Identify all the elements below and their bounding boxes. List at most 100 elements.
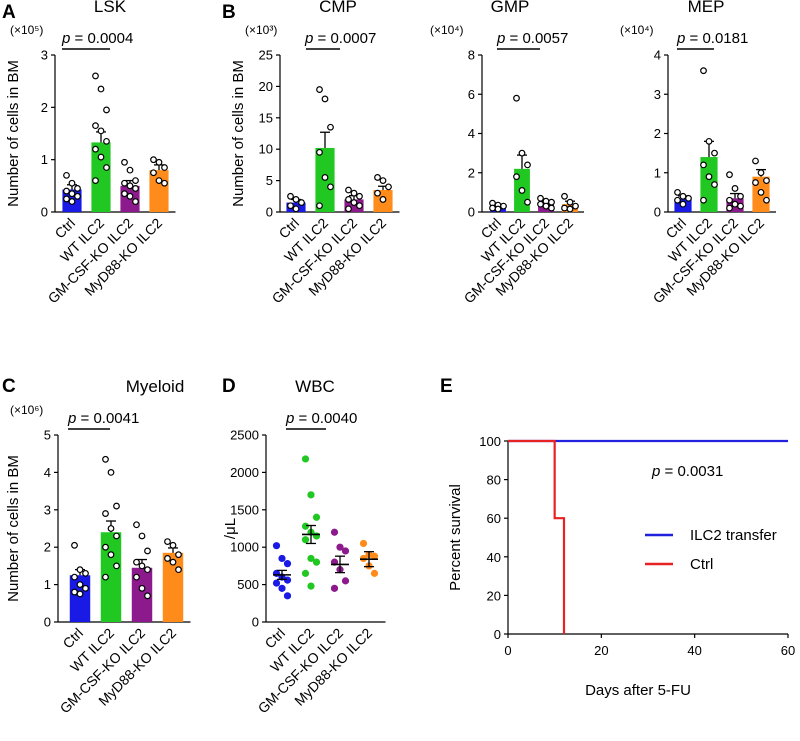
myeloid-point-3 <box>169 541 177 549</box>
myeloid-p-value: p = 0.0041 <box>67 410 139 427</box>
panel-letter-a: A <box>2 2 16 23</box>
cmp-p-value: p = 0.0007 <box>304 30 376 47</box>
lsk-ytick-label: 0 <box>41 205 48 220</box>
lsk-point-2 <box>132 177 139 185</box>
myeloid-point-0 <box>71 573 78 581</box>
mep-point-1 <box>711 181 718 188</box>
lsk-point-0 <box>63 195 70 203</box>
cmp-point-2 <box>350 189 358 197</box>
gmp-point-3 <box>561 204 568 212</box>
wbc-ytick-label: 0 <box>252 615 259 630</box>
gmp-point-1 <box>513 173 520 181</box>
wbc-point-0 <box>283 592 292 600</box>
gmp-point-2 <box>542 202 550 210</box>
mep-point-0 <box>674 196 681 204</box>
mep-p-value-symbol: p <box>676 30 685 47</box>
wbc-point-1 <box>312 513 321 521</box>
myeloid-point-0 <box>82 584 89 592</box>
cmp-point-0 <box>287 202 294 210</box>
mep-point-3 <box>752 179 759 186</box>
mep-point-0 <box>685 194 692 202</box>
gmp-point-1 <box>518 149 526 157</box>
mep-point-2 <box>726 204 733 212</box>
wbc-p-value-symbol: p <box>285 410 294 427</box>
myeloid-point-0 <box>76 581 84 588</box>
myeloid-point-2 <box>144 566 151 574</box>
wbc-point-0 <box>278 584 286 592</box>
lsk-point-1 <box>92 177 99 185</box>
lsk-ytick-label: 1 <box>41 152 48 167</box>
cmp-point-3 <box>374 189 381 197</box>
wbc-point-0 <box>283 576 292 584</box>
cmp-point-1 <box>327 123 334 131</box>
lsk-point-2 <box>126 166 134 174</box>
gmp-p-value-symbol: p <box>496 30 505 47</box>
gmp-point-1 <box>524 198 531 206</box>
cmp-ylabel: Number of cells in BM <box>230 60 247 207</box>
mep-point-1 <box>700 196 707 204</box>
survival-xlabel: Days after 5-FU <box>585 682 691 699</box>
lsk-point-2 <box>121 179 128 187</box>
mep-point-0 <box>674 188 681 196</box>
wbc-point-1 <box>301 455 310 463</box>
lsk-point-1 <box>92 72 99 80</box>
myeloid-ylabel: Number of cells in BM <box>5 455 22 602</box>
lsk-point-3 <box>155 177 163 185</box>
mep-point-3 <box>752 157 759 165</box>
cmp-point-3 <box>385 183 392 191</box>
lsk-point-0 <box>68 190 76 198</box>
gmp-point-0 <box>500 202 507 210</box>
wbc-point-3 <box>370 552 379 560</box>
cmp-point-0 <box>292 205 300 213</box>
wbc-ytick-label: 1500 <box>230 502 259 517</box>
survival-ytick-label: 0 <box>494 627 501 642</box>
gmp-ytick-label: 2 <box>468 165 475 180</box>
wbc-point-1 <box>312 532 321 540</box>
panel-letter-e: E <box>440 376 453 397</box>
wbc-point-1 <box>301 569 310 577</box>
survival-ytick-label: 80 <box>487 473 501 488</box>
mep-multiplier: (×10⁴) <box>620 23 654 37</box>
gmp-point-2 <box>537 200 544 208</box>
wbc-title: WBC <box>295 377 335 396</box>
cmp-ytick-label: 25 <box>259 48 273 63</box>
myeloid-point-2 <box>138 532 146 540</box>
chart-cmp: CMP (×10³) p = 0.0007 0 5 10 15 20 25 Number of c… <box>230 0 400 306</box>
lsk-point-1 <box>97 85 105 93</box>
wbc-point-1 <box>301 522 310 530</box>
myeloid-ytick-label: 1 <box>44 577 51 592</box>
lsk-ytick-label: 2 <box>41 100 48 115</box>
chart-survival: 0 20 40 60 80 100 0 20 40 60 Percent survival Days … <box>447 434 795 699</box>
mep-point-3 <box>757 169 765 177</box>
wbc-point-1 <box>307 491 315 499</box>
gmp-ytick-label: 6 <box>468 87 475 102</box>
gmp-point-2 <box>548 204 555 212</box>
mep-title: MEP <box>688 0 725 16</box>
cmp-point-2 <box>345 196 352 203</box>
myeloid-point-1 <box>102 543 109 551</box>
myeloid-ytick-label: 4 <box>44 465 51 480</box>
myeloid-point-3 <box>164 555 171 562</box>
mep-point-1 <box>705 173 713 181</box>
gmp-point-3 <box>566 198 574 206</box>
mep-ytick-label: 0 <box>654 205 661 220</box>
lsk-point-0 <box>63 171 70 179</box>
survival-ytick-label: 100 <box>479 434 501 449</box>
mep-point-1 <box>700 67 707 75</box>
lsk-point-0 <box>68 179 76 187</box>
cmp-point-1 <box>316 202 323 210</box>
cmp-ytick-label: 15 <box>259 110 273 125</box>
myeloid-point-1 <box>102 573 109 581</box>
lsk-point-1 <box>103 137 110 145</box>
gmp-point-3 <box>572 202 579 210</box>
mep-point-2 <box>731 185 739 192</box>
wbc-ytick-label: 1000 <box>230 540 259 555</box>
lsk-point-3 <box>161 164 168 171</box>
myeloid-bar-2 <box>131 567 153 622</box>
mep-point-2 <box>737 192 744 200</box>
lsk-point-1 <box>92 122 99 130</box>
mep-p-value-value: = 0.0181 <box>685 30 748 47</box>
myeloid-title: Myeloid <box>126 377 185 396</box>
mep-point-3 <box>757 188 765 196</box>
